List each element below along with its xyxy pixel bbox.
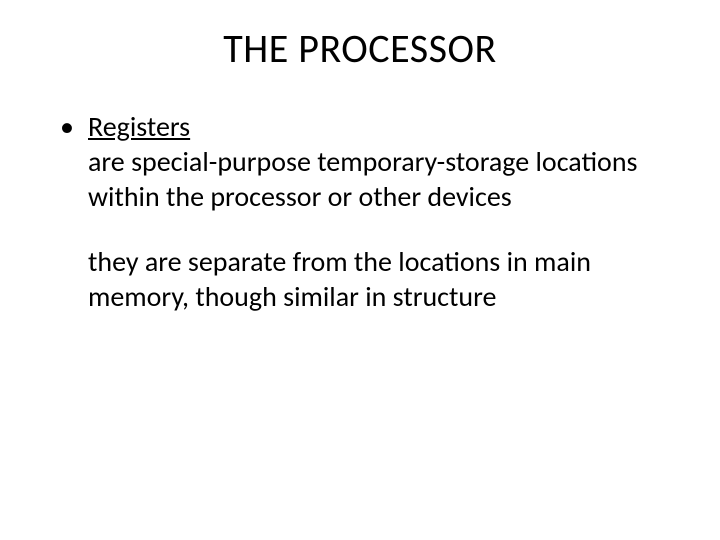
bullet-item: Registers are special-purpose temporary-… xyxy=(60,109,672,314)
bullet-term: Registers xyxy=(88,109,190,144)
bullet-paragraph-1: are special-purpose temporary-storage lo… xyxy=(88,144,638,214)
bullet-first-block: Registers are special-purpose temporary-… xyxy=(88,109,672,214)
bullet-list: Registers are special-purpose temporary-… xyxy=(48,109,672,314)
bullet-paragraph-2: they are separate from the locations in … xyxy=(88,244,672,314)
slide: THE PROCESSOR Registers are special-purp… xyxy=(0,0,720,540)
slide-title: THE PROCESSOR xyxy=(48,24,672,73)
